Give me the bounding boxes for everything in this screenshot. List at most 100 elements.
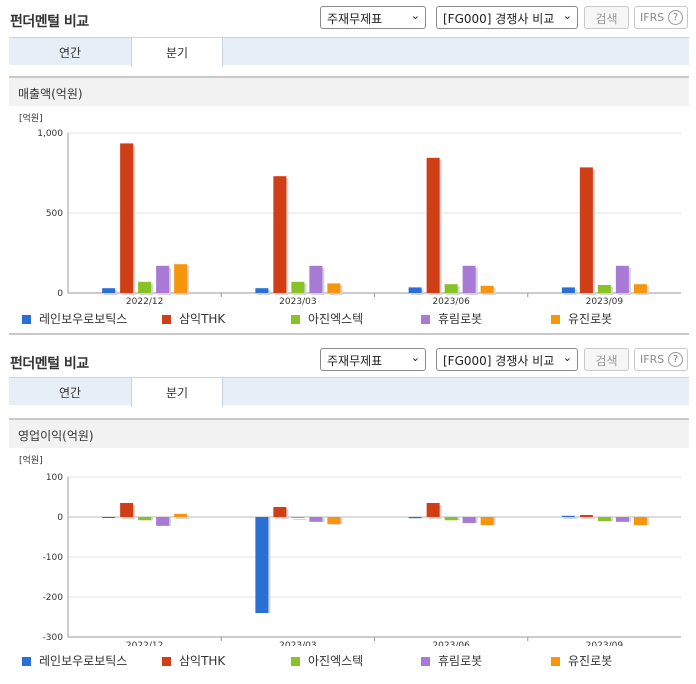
bar[interactable] [597, 517, 611, 521]
bar[interactable] [156, 517, 170, 526]
statement-select[interactable]: 주재무제표 ⌄ [320, 6, 426, 29]
legend-item-yujin[interactable]: 유진로봇 [551, 310, 612, 327]
legend-item-ajin[interactable]: 아진엑스텍 [291, 652, 363, 669]
fundamental-panel-revenue: 펀더멘털 비교 주재무제표 ⌄ [FG000] 경쟁사 비교 ⌄ 검색 IFRS… [0, 0, 696, 336]
bar[interactable] [120, 503, 134, 517]
bar[interactable] [327, 283, 341, 293]
chevron-down-icon: ⌄ [562, 351, 572, 364]
period-tabs: 연간 분기 [9, 37, 689, 67]
ifrs-button[interactable]: IFRS ? [634, 348, 688, 371]
bar[interactable] [156, 265, 170, 293]
tab-quarterly[interactable]: 분기 [131, 38, 223, 67]
y-tick-label: 0 [57, 513, 63, 523]
legend-label: 삼익THK [179, 312, 226, 326]
legend-label: 삼익THK [179, 654, 226, 668]
bar-shadow [293, 519, 307, 520]
y-tick-label: 0 [57, 289, 63, 299]
peer-group-select[interactable]: [FG000] 경쟁사 비교 ⌄ [436, 348, 578, 371]
bar[interactable] [408, 287, 422, 293]
legend-label: 아진엑스텍 [308, 312, 364, 326]
legend-item-samik[interactable]: 삼익THK [162, 310, 225, 327]
x-tick-label: 2023/06 [432, 297, 470, 307]
ifrs-label: IFRS [640, 11, 665, 24]
chart-area: [억원] -300 -200 -100 0 100 2022/12 2023/03 2023/0… [9, 450, 689, 651]
bar[interactable] [291, 281, 305, 293]
bar[interactable] [597, 285, 611, 293]
panel-header: 펀더멘털 비교 주재무제표 ⌄ [FG000] 경쟁사 비교 ⌄ 검색 IFRS… [0, 342, 696, 378]
y-tick-label: -300 [43, 633, 64, 643]
legend-item-hyulim[interactable]: 휴림로봇 [421, 652, 482, 669]
bar[interactable] [444, 517, 458, 521]
divider [9, 333, 689, 335]
bar[interactable] [561, 515, 575, 517]
legend-item-rainbow[interactable]: 레인보우로보틱스 [22, 652, 127, 669]
bar[interactable] [102, 288, 116, 293]
legend-swatch [162, 315, 171, 324]
y-unit-label: [억원] [19, 454, 43, 466]
help-icon[interactable]: ? [668, 10, 683, 25]
statement-select[interactable]: 주재무제표 ⌄ [320, 348, 426, 371]
bar[interactable] [462, 265, 476, 293]
bar[interactable] [579, 167, 593, 293]
bar[interactable] [273, 176, 287, 293]
revenue-chart: [억원] 0 500 1,000 2022/12 2023/03 2023/06 2023/0… [19, 112, 681, 307]
bar[interactable] [138, 517, 152, 521]
peer-group-select[interactable]: [FG000] 경쟁사 비교 ⌄ [436, 6, 578, 29]
bar[interactable] [579, 515, 593, 517]
bar[interactable] [561, 287, 575, 293]
bar[interactable] [102, 517, 116, 518]
bar[interactable] [291, 517, 305, 518]
bar[interactable] [174, 513, 188, 517]
ifrs-button[interactable]: IFRS ? [634, 6, 688, 29]
legend-swatch [291, 657, 300, 666]
legend-swatch [162, 657, 171, 666]
bar[interactable] [408, 517, 422, 519]
bar[interactable] [138, 281, 152, 293]
peer-group-select-value: [FG000] 경쟁사 비교 [443, 12, 555, 26]
statement-select-value: 주재무제표 [327, 12, 383, 26]
bar[interactable] [309, 517, 323, 522]
bar[interactable] [480, 285, 494, 293]
x-tick-label: 2023/09 [586, 641, 624, 646]
search-button[interactable]: 검색 [584, 348, 629, 371]
bar[interactable] [633, 517, 647, 525]
legend-item-ajin[interactable]: 아진엑스텍 [291, 310, 363, 327]
x-tick-label: 2022/12 [126, 641, 163, 646]
legend-swatch [551, 315, 560, 324]
panel-title: 펀더멘털 비교 [10, 14, 89, 30]
y-tick-label: -200 [43, 593, 64, 603]
legend-swatch [421, 315, 430, 324]
bar[interactable] [615, 265, 629, 293]
legend-item-hyulim[interactable]: 휴림로봇 [421, 310, 482, 327]
x-tick-label: 2023/03 [279, 297, 316, 307]
bar[interactable] [615, 517, 629, 522]
bar[interactable] [309, 265, 323, 293]
peer-group-select-value: [FG000] 경쟁사 비교 [443, 354, 555, 368]
bar[interactable] [480, 517, 494, 525]
bar[interactable] [327, 517, 341, 525]
legend-label: 휴림로봇 [438, 312, 483, 326]
legend-label: 레인보우로보틱스 [39, 654, 128, 668]
tab-annual[interactable]: 연간 [58, 386, 82, 400]
bar[interactable] [426, 503, 440, 517]
bar[interactable] [444, 284, 458, 293]
bar[interactable] [633, 284, 647, 293]
panel-title: 펀더멘털 비교 [10, 356, 89, 372]
bar[interactable] [174, 264, 188, 293]
legend-item-yujin[interactable]: 유진로봇 [551, 652, 612, 669]
bar[interactable] [120, 143, 134, 293]
help-icon[interactable]: ? [668, 352, 683, 367]
legend-item-rainbow[interactable]: 레인보우로보틱스 [22, 310, 127, 327]
legend-label: 레인보우로보틱스 [39, 312, 128, 326]
bar[interactable] [255, 517, 269, 613]
search-button[interactable]: 검색 [584, 6, 629, 29]
bar[interactable] [255, 288, 269, 293]
tab-annual[interactable]: 연간 [58, 46, 82, 60]
bar[interactable] [426, 157, 440, 293]
legend-label: 휴림로봇 [438, 654, 483, 668]
bar[interactable] [462, 517, 476, 523]
legend-item-samik[interactable]: 삼익THK [162, 652, 225, 669]
statement-select-value: 주재무제표 [327, 354, 383, 368]
tab-quarterly[interactable]: 분기 [131, 378, 223, 407]
bar[interactable] [273, 507, 287, 517]
